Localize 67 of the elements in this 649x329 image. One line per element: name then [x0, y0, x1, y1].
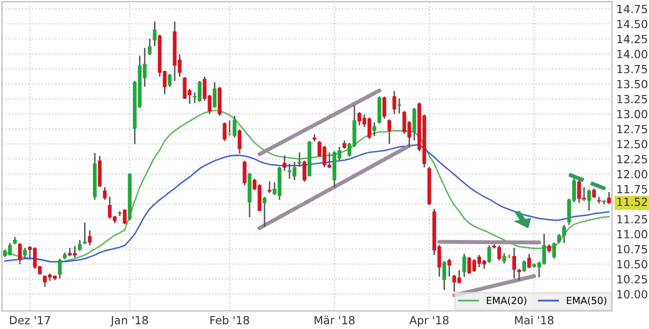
candlestick	[168, 73, 172, 88]
x-tick-label: Jan '18	[110, 316, 148, 326]
candlestick	[298, 152, 302, 168]
candlestick	[462, 253, 466, 278]
candlestick	[392, 90, 396, 115]
candlestick	[262, 196, 266, 228]
candlestick	[23, 247, 27, 259]
x-tick-label: Dez '17	[10, 316, 50, 324]
y-tick-label: 13.25	[617, 94, 648, 104]
y-tick-label: 12.50	[617, 140, 648, 148]
y-tick-label: 10.75	[617, 245, 648, 254]
legend-label: EMA(50)	[566, 296, 606, 306]
annotation: 11.52	[617, 198, 647, 206]
y-tick-label: 13.00	[617, 110, 648, 118]
y-tick-label: 14.25	[617, 34, 648, 44]
y-tick-label: 12.75	[617, 124, 648, 134]
candlestick	[102, 186, 107, 201]
candlestick	[502, 252, 506, 264]
candlestick	[268, 180, 272, 194]
y-tick-label: 10.50	[617, 260, 648, 268]
candlestick	[412, 107, 416, 142]
y-tick-label: 12.00	[617, 170, 648, 178]
x-tick-label: Apr '18	[409, 316, 448, 327]
candlestick	[212, 81, 216, 109]
y-tick-label: 11.75	[617, 185, 648, 194]
x-tick-label: Feb '18	[210, 316, 250, 324]
y-tick-label: 12.25	[617, 154, 648, 164]
candlestick	[232, 115, 236, 138]
legend-label: EMA(20)	[486, 296, 526, 306]
candlestick	[78, 239, 82, 252]
candlestick	[302, 160, 306, 182]
x-tick-label: Mai '18	[515, 316, 554, 324]
candlestick	[397, 98, 402, 114]
y-tick-label: 11.25	[617, 215, 648, 224]
candlestick	[607, 191, 611, 205]
candlestick	[382, 96, 386, 120]
candlestick	[242, 160, 246, 186]
candlestick	[387, 118, 392, 145]
candlestick	[587, 188, 591, 212]
y-tick-label: 14.00	[617, 50, 648, 58]
candlestick	[592, 188, 596, 199]
candlestick	[527, 253, 532, 269]
candlestick	[58, 258, 62, 280]
candlestick	[148, 38, 152, 56]
candlestick	[222, 122, 226, 142]
y-tick-label: 11.00	[617, 230, 648, 238]
candlestick	[122, 208, 127, 226]
candlestick	[88, 230, 92, 246]
candlestick	[552, 242, 556, 260]
candlestick	[282, 154, 286, 172]
candlestick	[228, 120, 232, 136]
candlestick	[447, 258, 452, 278]
y-tick-label: 14.75	[617, 4, 648, 14]
candlestick	[487, 244, 492, 264]
candlestick	[442, 260, 446, 291]
candlestick	[372, 122, 376, 137]
candlestick	[238, 128, 242, 154]
y-tick-label: 13.75	[617, 64, 648, 74]
candlestick	[522, 260, 526, 273]
x-tick-label: Mär '18	[314, 316, 355, 324]
candlestick	[152, 20, 157, 47]
candlestick	[18, 242, 22, 265]
y-tick-label: 10.25	[617, 275, 648, 284]
y-tick-label: 10.00	[617, 290, 648, 298]
y-tick-label: 13.50	[617, 80, 648, 88]
y-tick-label: 14.50	[617, 20, 648, 28]
candlestick	[82, 222, 87, 245]
